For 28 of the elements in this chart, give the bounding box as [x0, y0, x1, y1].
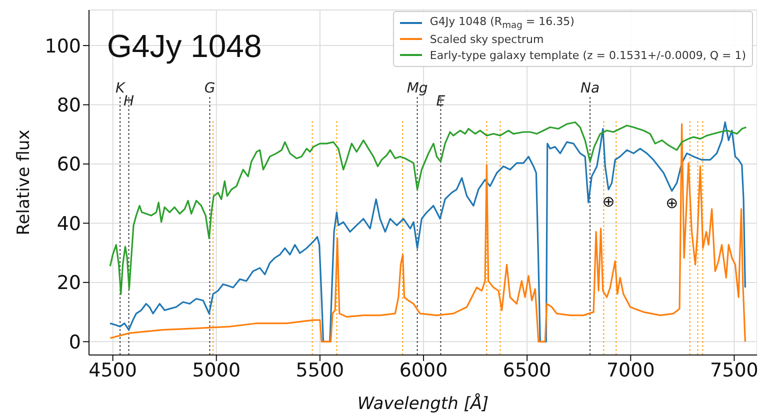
x-tick-label: 5500	[296, 359, 344, 382]
annotation: ⊕	[666, 194, 678, 212]
line-series	[109, 121, 748, 295]
x-tick-label: 4500	[88, 359, 137, 382]
ref-line-label: H	[124, 93, 135, 110]
x-tick-label: 7000	[606, 359, 655, 382]
y-tick-label: 100	[44, 35, 81, 58]
x-tick-label: 6000	[399, 359, 448, 382]
y-tick-label: 80	[56, 94, 81, 117]
y-tick-label: 20	[56, 272, 81, 294]
x-tick-label: 5000	[192, 359, 241, 382]
legend-label: Early-type galaxy template (z = 0.1531+/-0.0009, Q = 1)	[430, 48, 746, 62]
y-tick-label: 60	[56, 154, 81, 176]
y-tick-label: 0	[68, 331, 81, 354]
x-axis-title: Wavelength [Å]	[357, 393, 489, 414]
legend-label: Scaled sky spectrum	[430, 32, 544, 46]
annotation: G4Jy 1048	[107, 28, 262, 65]
y-axis-title: Relative flux	[14, 130, 34, 236]
ref-line-label: G	[204, 80, 216, 96]
annotation: ⊕	[602, 192, 615, 210]
x-tick-label: 6500	[502, 359, 552, 382]
y-tick-label: 40	[56, 212, 81, 235]
ref-line-label: E	[436, 93, 446, 110]
x-tick-label: 7500	[710, 359, 758, 382]
ref-line-label: Na	[580, 80, 600, 96]
ref-line-label: Mg	[406, 80, 428, 96]
ref-line-label: K	[115, 80, 126, 96]
legend-label: G4Jy 1048 (R$_{mag}$ = 16.35)	[430, 14, 574, 32]
